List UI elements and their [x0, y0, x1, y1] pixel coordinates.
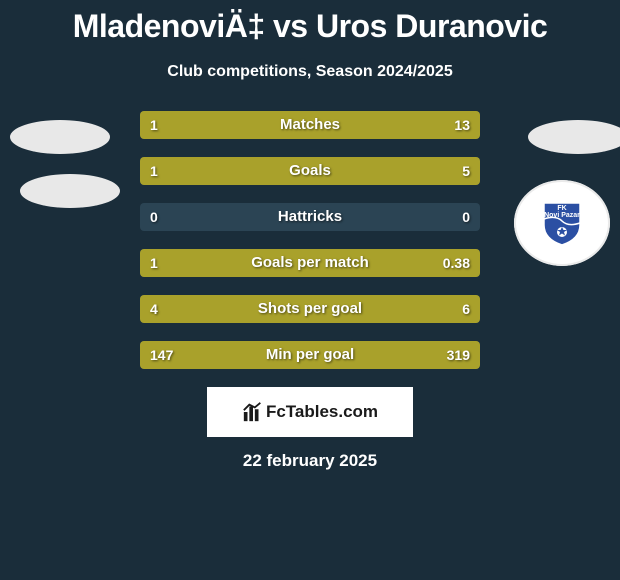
club-logo-circle: FK Novi Pazar — [514, 180, 610, 266]
brand-logo-icon — [242, 401, 264, 423]
player1-badge-2 — [20, 166, 120, 216]
bar-label: Matches — [140, 111, 480, 139]
bar-label: Shots per goal — [140, 295, 480, 323]
ellipse-icon — [10, 120, 110, 154]
player2-club-logo: FK Novi Pazar — [514, 180, 610, 266]
bar-label: Goals — [140, 157, 480, 185]
comparison-bars: 113Matches 15Goals 00Hattricks 10.38Goals p… — [140, 111, 480, 369]
club-logo-shield: FK Novi Pazar — [538, 199, 586, 247]
date-text: 22 february 2025 — [0, 451, 620, 471]
brand-box: FcTables.com — [207, 387, 413, 437]
bar-label: Goals per match — [140, 249, 480, 277]
club-logo-line1: FK — [538, 205, 586, 212]
title-vs: vs — [273, 8, 308, 44]
ellipse-icon — [528, 120, 620, 154]
bar-row: 46Shots per goal — [140, 295, 480, 323]
infographic-container: MladenoviÄ‡ vs Uros Duranovic Club compe… — [0, 0, 620, 580]
title-player1: MladenoviÄ‡ — [73, 8, 265, 44]
bar-row: 15Goals — [140, 157, 480, 185]
player2-badge-1 — [528, 112, 620, 162]
brand-text: FcTables.com — [266, 402, 378, 422]
bar-label: Hattricks — [140, 203, 480, 231]
subtitle: Club competitions, Season 2024/2025 — [0, 63, 620, 81]
bar-row: 113Matches — [140, 111, 480, 139]
page-title: MladenoviÄ‡ vs Uros Duranovic — [0, 0, 620, 45]
ellipse-icon — [20, 174, 120, 208]
bar-row: 00Hattricks — [140, 203, 480, 231]
club-logo-line2: Novi Pazar — [538, 212, 586, 219]
player1-badge-1 — [10, 112, 110, 162]
club-logo-text: FK Novi Pazar — [538, 205, 586, 219]
bar-row: 147319Min per goal — [140, 341, 480, 369]
bar-row: 10.38Goals per match — [140, 249, 480, 277]
bar-label: Min per goal — [140, 341, 480, 369]
title-player2: Uros Duranovic — [316, 8, 547, 44]
